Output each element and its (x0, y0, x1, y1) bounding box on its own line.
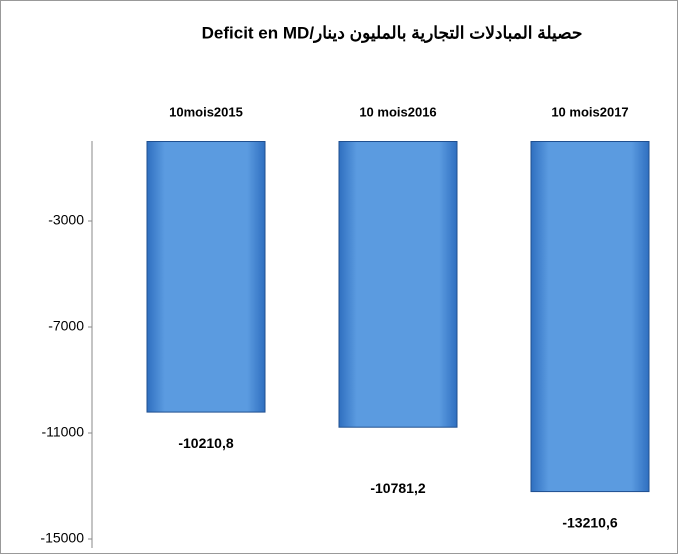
value-label: -13210,6 (562, 514, 617, 530)
x-tick-label: 10 mois2017 (551, 104, 628, 119)
value-label: -10781,2 (370, 480, 425, 496)
bar (338, 141, 458, 428)
y-tick-label: -11000 (41, 424, 84, 440)
x-tick-label: 10 mois2016 (359, 104, 436, 119)
y-tick-label: -7000 (48, 318, 84, 334)
y-tick-label: -15000 (40, 530, 84, 546)
bar (146, 141, 266, 413)
x-tick-label: 10mois2015 (169, 104, 243, 119)
value-label: -10210,8 (178, 435, 233, 451)
bar (530, 141, 650, 493)
chart-title: حصيلة المبادلات التجارية بالمليون دينار/… (202, 23, 583, 43)
y-tick-label: -3000 (48, 212, 84, 228)
